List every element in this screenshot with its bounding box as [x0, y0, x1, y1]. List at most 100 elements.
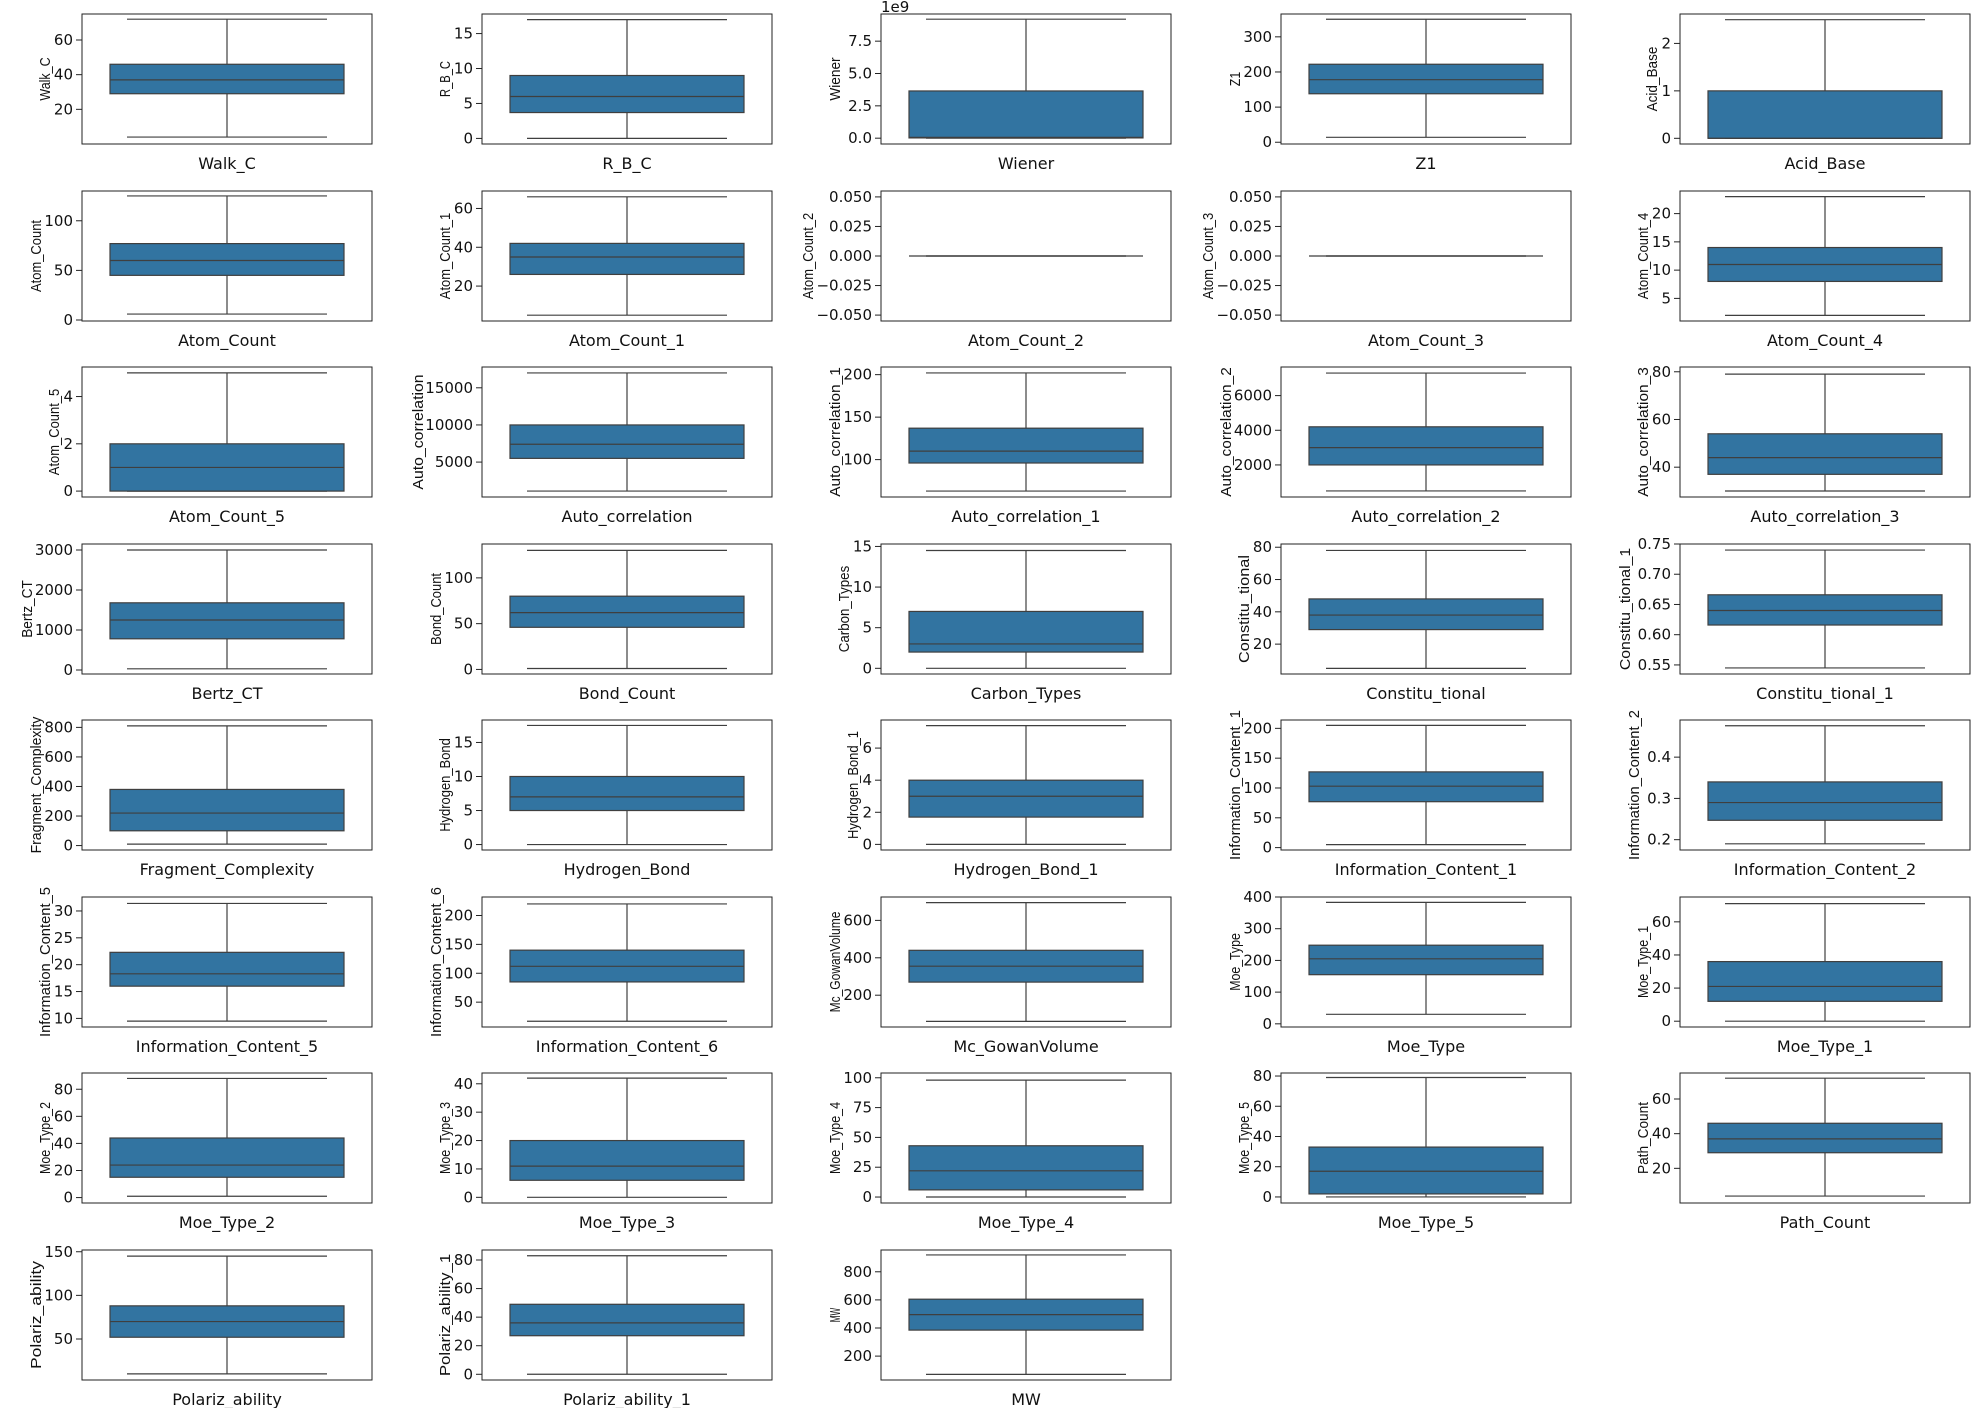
boxplot-Information_Content_2	[1707, 725, 1943, 845]
y-tick-label: 10	[54, 1009, 73, 1027]
y-axis-label: Information_Content_5	[37, 887, 54, 1037]
y-tick-label: 0	[1262, 1015, 1272, 1033]
iqr-box	[509, 595, 745, 628]
y-tick-label: 2000	[35, 581, 73, 599]
y-axis-label: Information_Content_2	[1626, 710, 1643, 860]
y-tick-label: 100	[1243, 98, 1272, 116]
axes-frame	[1679, 13, 1971, 145]
boxplot-Carbon_Types	[908, 549, 1144, 669]
y-tick-label: 50	[1253, 809, 1272, 827]
y-tick-label: 150	[843, 408, 872, 426]
x-axis-label: Moe_Type	[1387, 1037, 1465, 1057]
boxplot-Mc_GowanVolume	[908, 902, 1144, 1022]
y-tick-label: 30	[54, 902, 73, 920]
y-tick-label: 5	[463, 802, 473, 820]
axes-frame	[81, 13, 373, 145]
iqr-box	[1707, 594, 1943, 626]
y-tick-label: 0.050	[829, 188, 872, 206]
iqr-box	[509, 424, 745, 459]
boxplot-Moe_Type_4	[908, 1079, 1144, 1198]
axes-frame	[81, 543, 373, 675]
boxplot-panel: 50001000015000Auto_correlationAuto_corre…	[410, 366, 773, 527]
y-axis-label: Moe_Type_4	[827, 1102, 844, 1174]
axes-frame	[1280, 366, 1572, 498]
y-axis-label: Atom_Count_1	[437, 213, 454, 299]
x-axis-label: Polariz_ability	[172, 1390, 282, 1408]
x-axis-label: Hydrogen_Bond_1	[953, 860, 1098, 880]
y-tick-label: 5000	[435, 453, 473, 471]
y-tick-label: 0.65	[1638, 595, 1671, 613]
y-tick-label: −0.050	[1216, 306, 1272, 324]
y-tick-label: 0	[63, 837, 73, 855]
x-axis-label: Atom_Count_3	[1368, 331, 1484, 351]
boxplot-panel: 0.0 2.5 5.0 7.5 1e9 Wiener Wiener	[827, 0, 1172, 173]
boxplot-Moe_Type	[1308, 901, 1544, 1015]
y-tick-label: 20	[54, 100, 73, 118]
y-tick-label: 20	[454, 1337, 473, 1355]
y-axis-label: Carbon_Types	[836, 566, 853, 652]
y-tick-label: 80	[54, 1080, 73, 1098]
iqr-box	[509, 1139, 745, 1181]
boxplot-panel: 0 100 200 300 400 Moe_Type Moe_Type	[1227, 888, 1572, 1057]
y-tick-label: 20	[54, 956, 73, 974]
boxplot-Moe_Type_5	[1308, 1076, 1544, 1198]
y-tick-label: 100	[44, 1286, 73, 1304]
y-tick-label: 0.025	[1229, 217, 1272, 235]
y-tick-label: 2	[1661, 34, 1671, 52]
y-tick-label: 300	[1243, 920, 1272, 938]
iqr-box	[109, 1137, 345, 1178]
x-axis-label: Information_Content_5	[136, 1037, 318, 1057]
x-axis-label: Auto_correlation_3	[1750, 507, 1899, 527]
boxplot-panel: −0.050 −0.025 0.000 0.025 0.050 Atom_Count_3 A…	[1200, 188, 1572, 351]
y-tick-label: 40	[54, 1134, 73, 1152]
iqr-box	[1308, 1146, 1544, 1195]
iqr-box	[109, 242, 345, 276]
boxplot-Constitu_tional_1	[1707, 549, 1943, 669]
boxplot-Moe_Type_1	[1707, 903, 1943, 1022]
axes-frame	[1679, 896, 1971, 1028]
y-tick-label: 0	[463, 1365, 473, 1383]
axes-frame	[1280, 719, 1572, 851]
y-tick-label: 0.4	[1647, 748, 1671, 766]
iqr-box	[109, 951, 345, 987]
boxplot-MW	[908, 1254, 1144, 1375]
y-tick-label: 2	[63, 435, 73, 453]
y-tick-label: 0	[63, 482, 73, 500]
y-axis-label: Auto_correlation	[410, 374, 427, 489]
boxplot-panel: 0 100 200 300 Z1 Z1	[1227, 13, 1572, 173]
axes-frame	[1280, 896, 1572, 1028]
boxplot-Path_Count	[1707, 1077, 1943, 1197]
y-axis-label: Hydrogen_Bond_1	[845, 731, 862, 839]
y-tick-label: 800	[44, 718, 73, 736]
y-tick-label: 40	[1652, 946, 1671, 964]
y-tick-label: 0	[1262, 839, 1272, 857]
y-tick-label: 200	[843, 986, 872, 1004]
y-tick-label: 15	[454, 25, 473, 43]
y-tick-label: 4	[63, 388, 73, 406]
y-tick-label: −0.025	[1216, 277, 1272, 295]
y-tick-label: 25	[853, 1158, 872, 1176]
boxplot-Hydrogen_Bond	[509, 724, 745, 846]
y-tick-label: 0.2	[1647, 831, 1671, 849]
x-axis-label: Fragment_Complexity	[140, 860, 315, 880]
boxplot-Atom_Count_5	[109, 372, 345, 492]
boxplot-Auto_correlation_3	[1707, 373, 1943, 492]
axes-frame	[1679, 366, 1971, 498]
y-tick-label: 0.0	[848, 129, 872, 147]
y-tick-label: 200	[1243, 63, 1272, 81]
y-tick-label: 20	[1652, 1159, 1671, 1177]
y-tick-label: 0	[862, 659, 872, 677]
iqr-box	[908, 779, 1144, 818]
y-tick-label: 2	[862, 803, 872, 821]
y-tick-label: 100	[444, 569, 473, 587]
x-axis-label: Constitu_tional	[1366, 684, 1485, 704]
x-axis-label: Bertz_CT	[191, 684, 262, 704]
y-tick-label: 40	[54, 66, 73, 84]
boxplot-panel: 406080Auto_correlation_3Auto_correlation…	[1635, 363, 1971, 527]
